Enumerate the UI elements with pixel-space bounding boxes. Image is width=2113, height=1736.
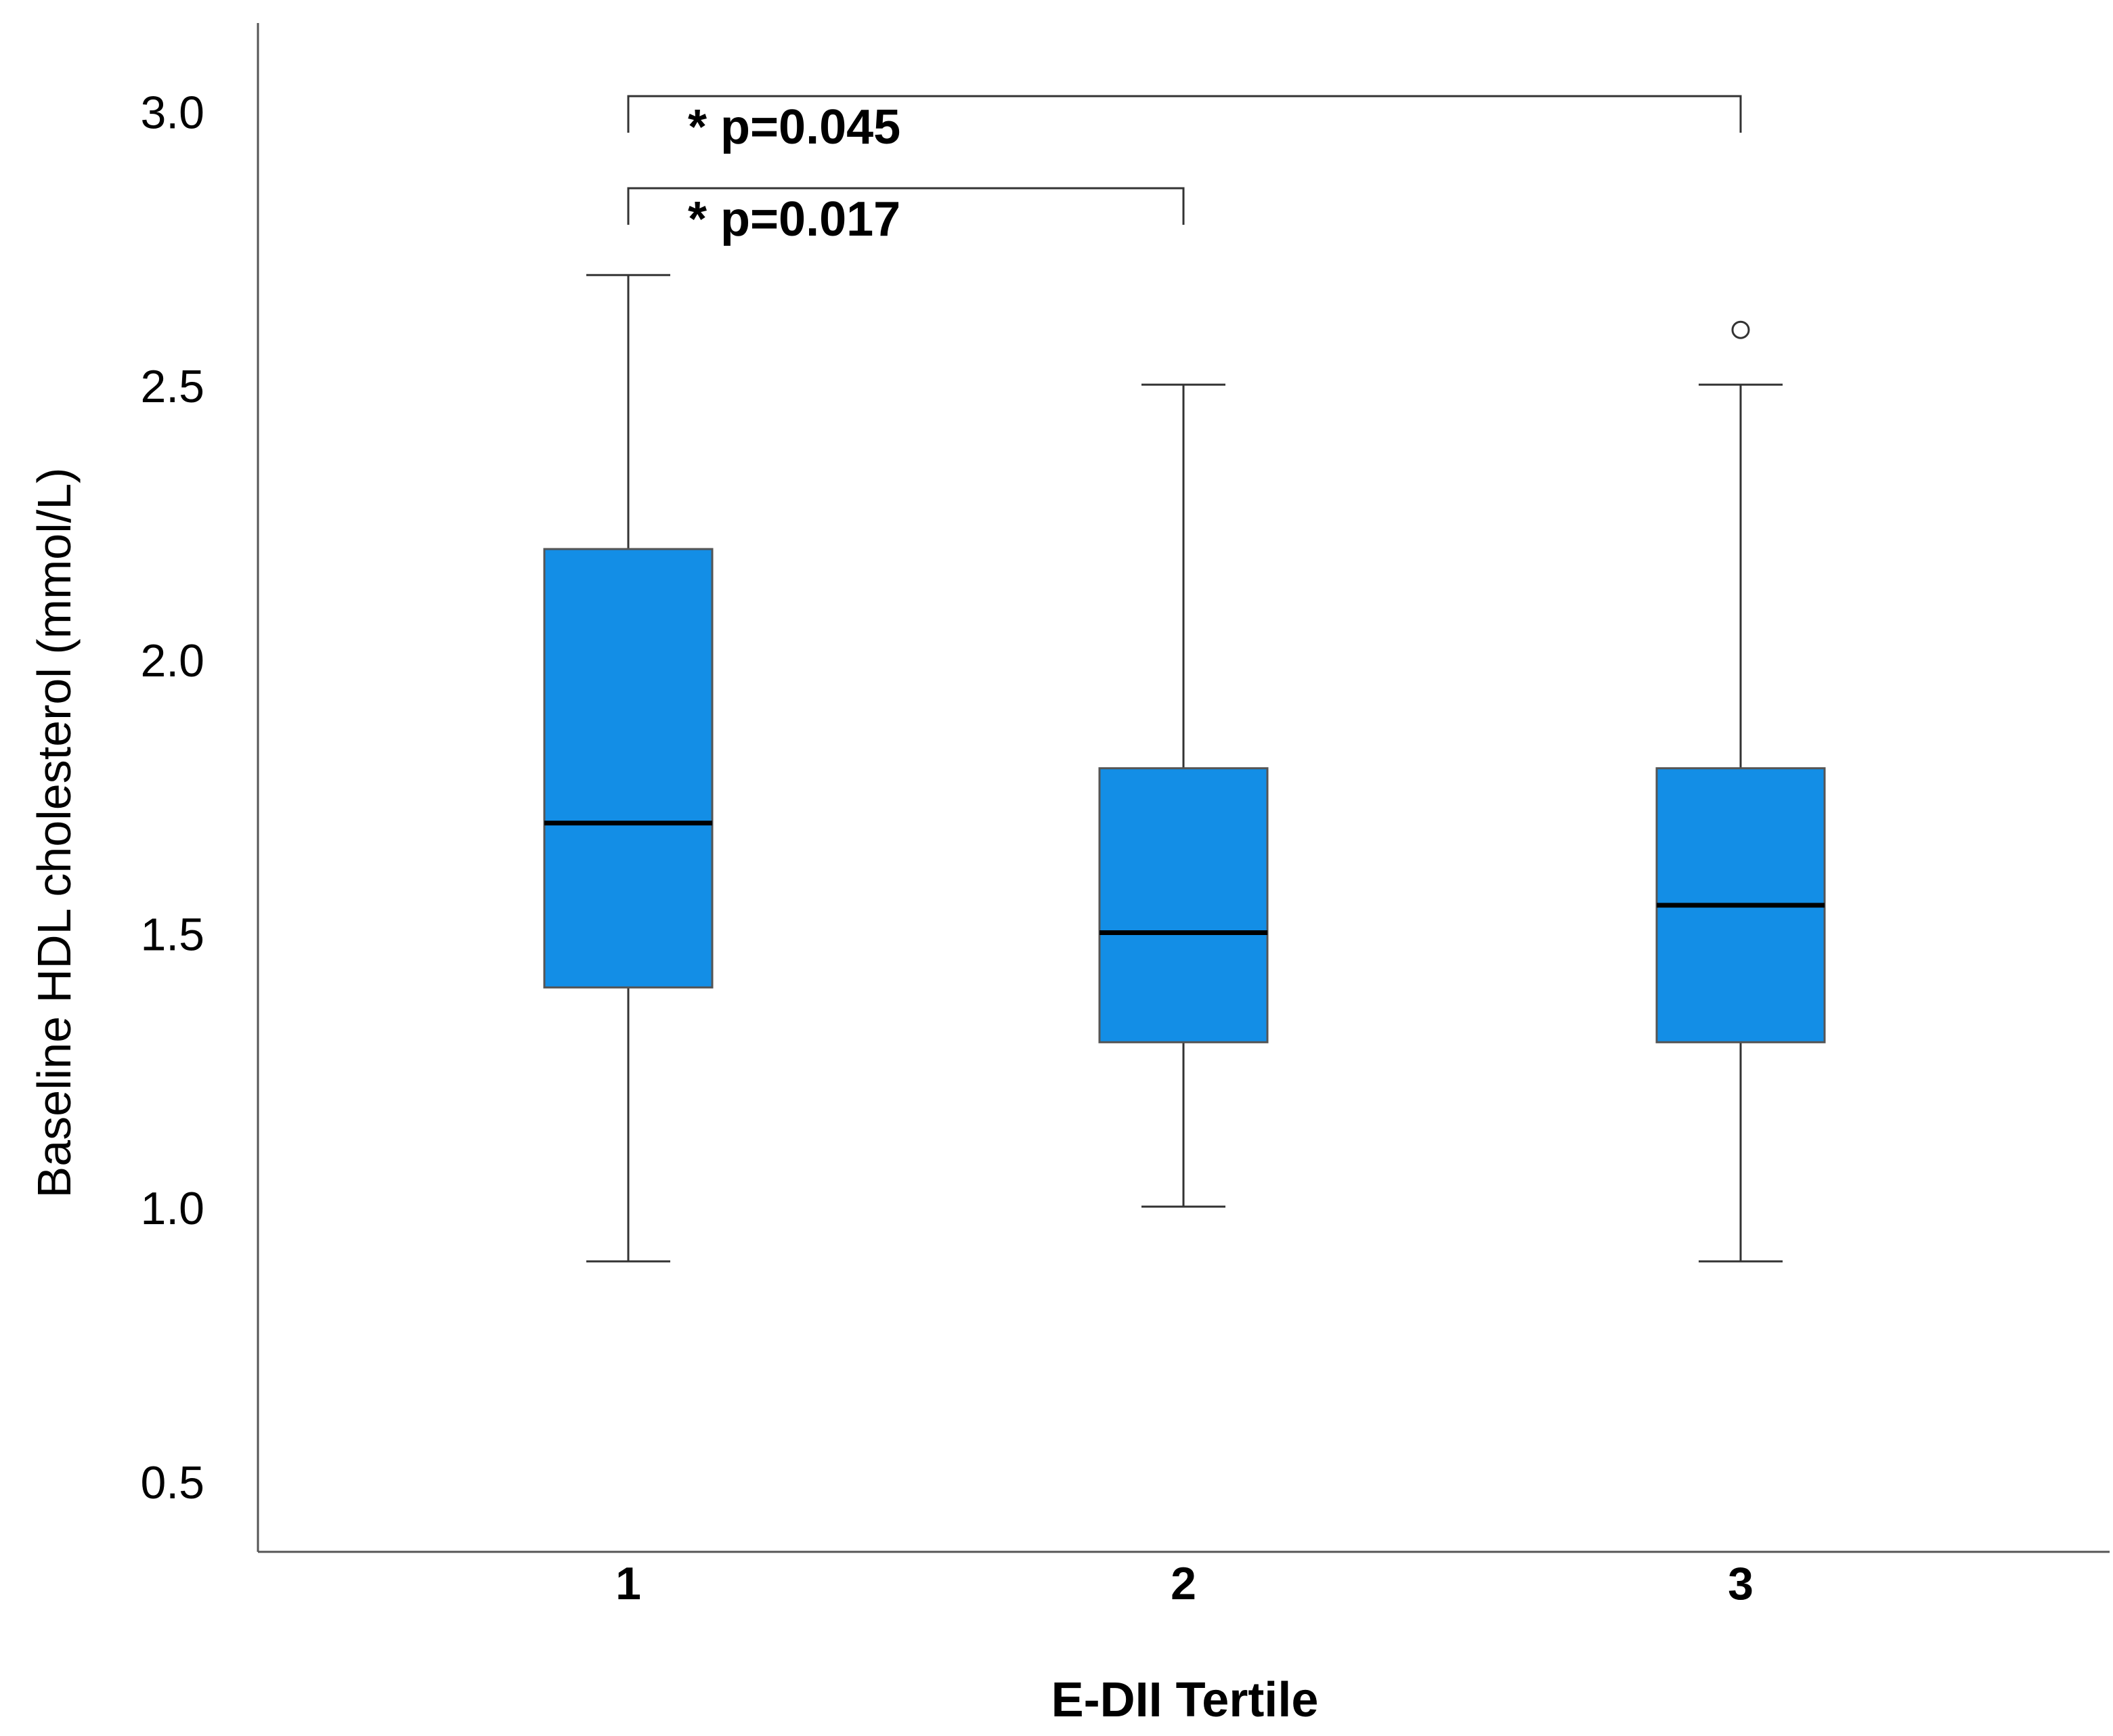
significance-bracket xyxy=(627,95,1742,133)
x-tick-label: 2 xyxy=(1171,1558,1196,1609)
x-tick-label: 3 xyxy=(1728,1558,1753,1609)
significance-label: * p=0.045 xyxy=(688,100,900,154)
y-tick-label: 3.0 xyxy=(140,87,204,139)
box-group-3 xyxy=(1655,320,1826,1263)
y-tick-label: 0.5 xyxy=(140,1457,204,1509)
box-group-1 xyxy=(543,274,714,1263)
y-tick-labels: 0.5 1.0 1.5 2.0 2.5 3.0 xyxy=(140,87,204,1509)
x-tick-labels: 1 2 3 xyxy=(615,1558,1753,1609)
x-tick-label: 1 xyxy=(615,1558,641,1609)
y-axis-title: Baseline HDL cholesterol (mmol/L) xyxy=(28,468,81,1198)
outlier-point xyxy=(1731,320,1750,339)
y-tick-label: 2.5 xyxy=(140,361,204,412)
iqr-box xyxy=(543,548,714,989)
boxes-layer xyxy=(543,274,1826,1263)
box-group-2 xyxy=(1098,383,1269,1208)
x-axis-title: E-DII Tertile xyxy=(1051,1673,1319,1727)
y-tick-label: 2.0 xyxy=(140,635,204,687)
significance-label: * p=0.017 xyxy=(688,192,900,246)
y-tick-label: 1.0 xyxy=(140,1183,204,1234)
iqr-box xyxy=(1098,767,1269,1043)
y-tick-label: 1.5 xyxy=(140,909,204,961)
significance-bracket xyxy=(627,187,1185,225)
significance-annotations: * p=0.045 * p=0.017 xyxy=(627,95,1742,246)
